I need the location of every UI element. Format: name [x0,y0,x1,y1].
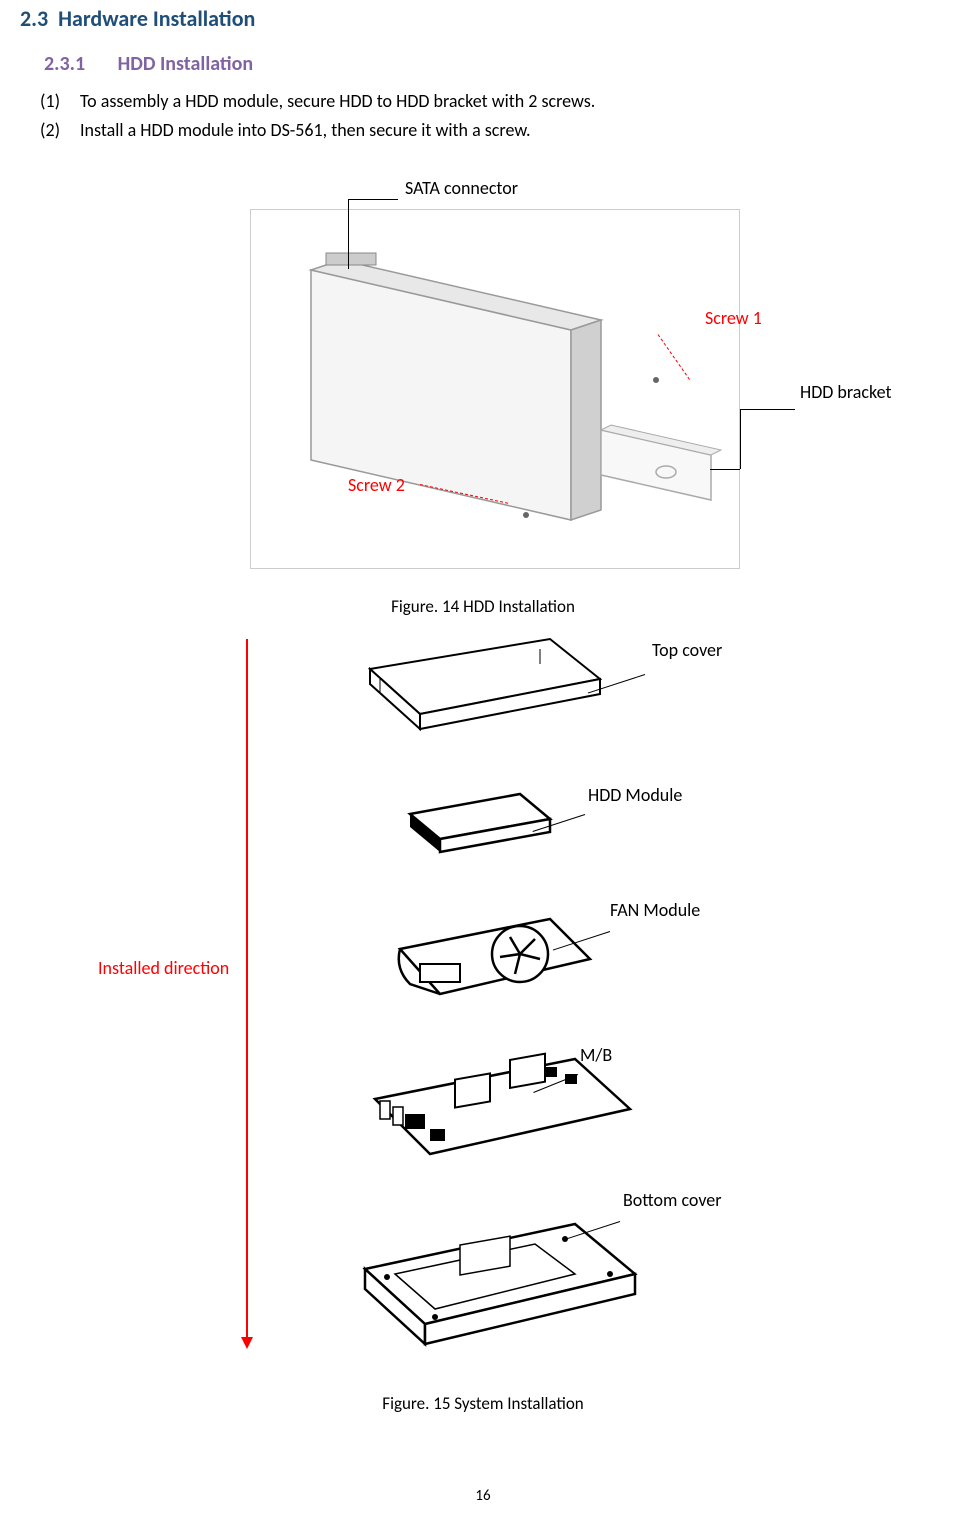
step-number: (1) [40,88,80,115]
screw2-label: Screw 2 [348,474,405,496]
page-number: 16 [0,1487,966,1505]
subsection-heading: 2.3.1 HDD Installation [44,52,946,76]
hdd-svg [251,210,741,570]
exploded-svg [320,629,700,1389]
step-item: (1) To assembly a HDD module, secure HDD… [40,88,946,115]
bottom-cover-label: Bottom cover [623,1189,722,1211]
hdd-bracket-label: HDD bracket [800,381,892,403]
figure-15-caption: Figure. 15 System Installation [20,1393,946,1414]
hdd-diagram-box [250,209,740,569]
fan-module-label: FAN Module [610,899,700,921]
section-number: 2.3 [20,5,48,32]
section-title: Hardware Installation [58,5,255,32]
mb-label: M/B [580,1044,612,1066]
step-list: (1) To assembly a HDD module, secure HDD… [40,88,946,144]
bracket-leader-h [740,409,795,410]
step-number: (2) [40,117,80,144]
figure-14-caption: Figure. 14 HDD Installation [20,596,946,617]
top-cover-label: Top cover [652,639,722,661]
sata-connector-label: SATA connector [405,177,518,199]
sata-leader-line-h [348,199,398,200]
subsection-title: HDD Installation [118,52,254,76]
installed-direction-label: Installed direction [98,957,229,979]
direction-arrow-head [241,1337,253,1349]
figure-15: Installed direction [20,619,946,1419]
section-heading: 2.3 Hardware Installation [20,5,946,32]
screw1-label: Screw 1 [705,307,762,329]
figure-14: SATA connector Screw 1 Screw 2 HDD brack… [20,169,946,589]
step-text: Install a HDD module into DS-561, then s… [80,117,531,144]
subsection-number: 2.3.1 [44,52,85,76]
step-text: To assembly a HDD module, secure HDD to … [80,88,595,115]
bracket-leader-h2 [710,469,740,470]
bracket-leader-v [740,409,741,469]
direction-arrow-line [246,639,248,1339]
hdd-module-label: HDD Module [588,784,682,806]
step-item: (2) Install a HDD module into DS-561, th… [40,117,946,144]
sata-leader-line [348,199,349,269]
